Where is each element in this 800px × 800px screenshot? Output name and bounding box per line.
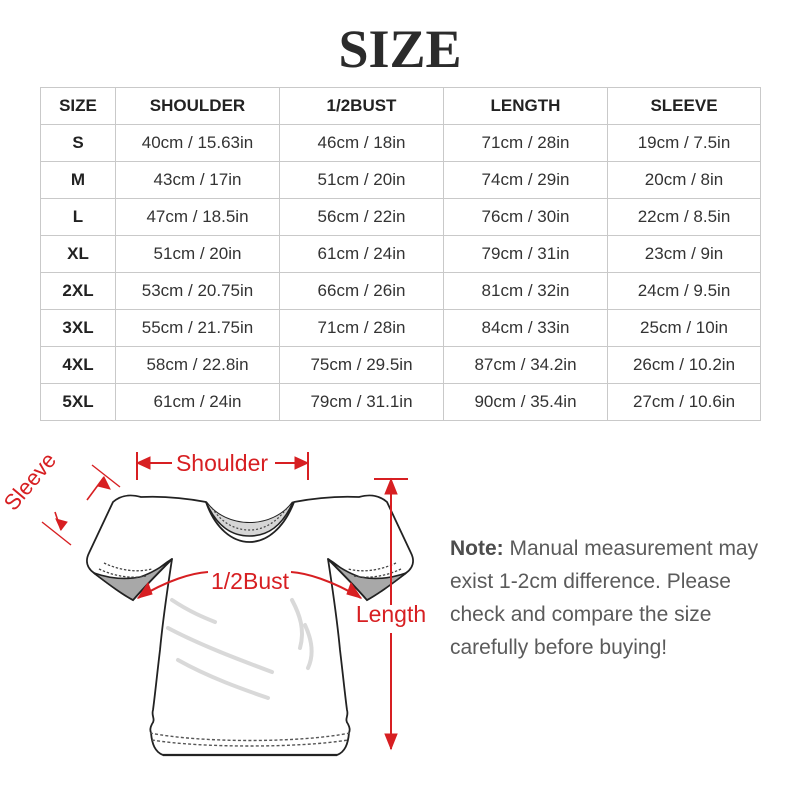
svg-text:Sleeve: Sleeve (0, 448, 61, 516)
svg-text:Shoulder: Shoulder (176, 450, 268, 476)
svg-text:Length: Length (356, 601, 426, 627)
svg-text:1/2Bust: 1/2Bust (211, 568, 290, 594)
